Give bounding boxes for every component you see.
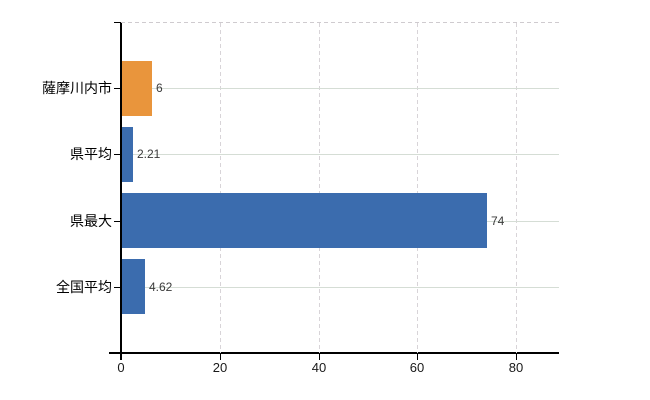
- bar: [122, 259, 145, 314]
- x-tick-label: 80: [508, 360, 524, 375]
- value-label: 4.62: [149, 279, 173, 294]
- x-tick-label: 20: [212, 360, 228, 375]
- h-gridline: [122, 88, 559, 89]
- x-tick-label: 0: [117, 360, 125, 375]
- category-label: 薩摩川内市: [42, 80, 112, 97]
- x-axis-tick: [417, 353, 418, 360]
- x-tick-label: 40: [311, 360, 327, 375]
- x-axis-tick: [516, 353, 517, 360]
- value-label: 2.21: [137, 147, 161, 162]
- category-tick: [114, 221, 121, 222]
- x-axis-tick: [220, 353, 221, 360]
- category-label: 全国平均: [56, 278, 112, 295]
- category-tick: [114, 154, 121, 155]
- bar: [122, 193, 487, 248]
- v-gridline: [417, 23, 418, 353]
- y-axis-line: [120, 22, 122, 360]
- category-label: 県最大: [70, 212, 112, 229]
- h-gridline: [122, 154, 559, 155]
- category-tick: [114, 88, 121, 89]
- v-gridline: [319, 23, 320, 353]
- bar: [122, 61, 152, 116]
- x-axis-tick: [319, 353, 320, 360]
- plot-top-border: [121, 22, 559, 23]
- category-tick: [114, 287, 121, 288]
- x-axis-line: [109, 352, 559, 354]
- value-label: 74: [491, 213, 505, 228]
- category-label: 県平均: [70, 146, 112, 163]
- y-axis-top-tick: [114, 22, 121, 23]
- v-gridline: [516, 23, 517, 353]
- value-label: 6: [156, 81, 163, 96]
- x-tick-label: 60: [409, 360, 425, 375]
- bar: [122, 127, 133, 182]
- x-axis-tick: [121, 353, 122, 360]
- v-gridline: [220, 23, 221, 353]
- h-gridline: [122, 287, 559, 288]
